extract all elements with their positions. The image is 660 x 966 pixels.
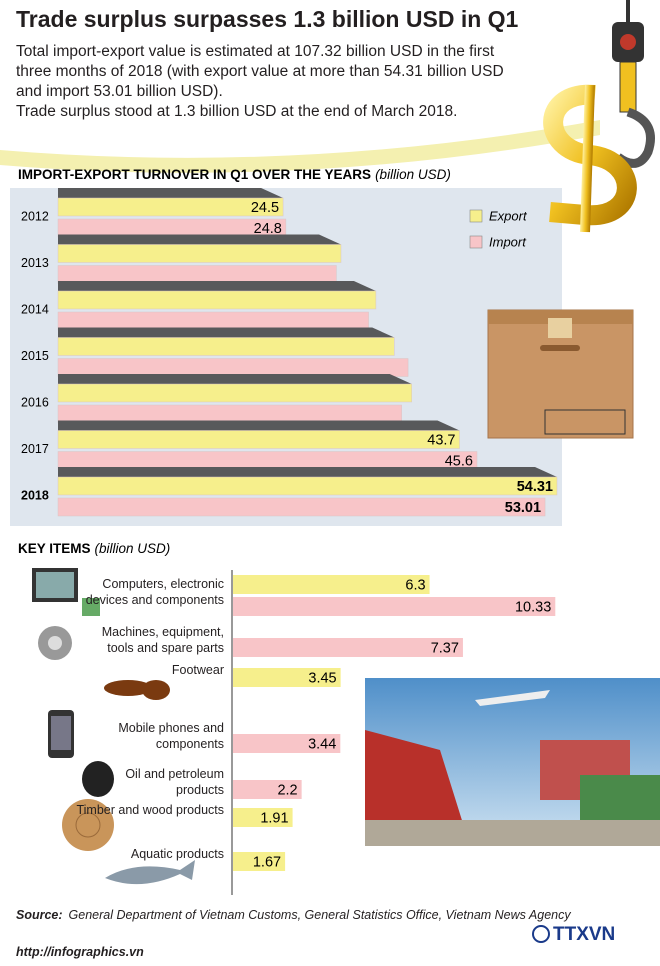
url: http://infographics.vn [16, 945, 144, 959]
value-label: 10.33 [515, 599, 551, 615]
chart-title-text: IMPORT-EXPORT TURNOVER IN Q1 OVER THE YE… [18, 167, 371, 182]
bar [57, 497, 546, 517]
bar [57, 290, 377, 310]
year-label: 2012 [21, 209, 49, 223]
value-label: 6.3 [405, 577, 425, 593]
category-label: Timber and wood products [76, 802, 224, 817]
bar [233, 668, 341, 687]
value-label: 43.7 [427, 432, 455, 448]
legend-label: Import [489, 234, 527, 249]
source: Source: General Department of Vietnam Cus… [16, 908, 571, 922]
year-label: 2018 [21, 488, 49, 502]
legend-swatch [469, 209, 483, 223]
year-label: 2017 [21, 442, 49, 456]
source-label: Source: [16, 908, 63, 922]
value-label: 7.37 [431, 640, 459, 656]
bar-shadow [58, 234, 341, 245]
category-label: Mobile phones and components [118, 720, 224, 751]
bar [233, 638, 463, 657]
photo [365, 678, 660, 846]
legend-label: Export [489, 208, 528, 223]
year-label: 2016 [21, 395, 49, 409]
intro: Total import-export value is estimated a… [16, 42, 516, 122]
value-label: 24.5 [251, 200, 279, 216]
item-icons [32, 568, 195, 885]
value-label: 1.91 [260, 810, 288, 826]
category-label: Aquatic products [130, 846, 224, 861]
value-label: 1.67 [253, 854, 281, 870]
bar-shadow [58, 188, 284, 198]
bar [57, 383, 412, 403]
source-text: General Department of Vietnam Customs, G… [68, 908, 571, 922]
intro-line: Trade surplus stood at 1.3 billion USD a… [16, 103, 458, 120]
bar [57, 197, 284, 217]
chart-title: KEY ITEMS (billion USD) [18, 541, 170, 556]
bar [57, 430, 460, 449]
bar-shadow [58, 327, 395, 338]
chart-title: IMPORT-EXPORT TURNOVER IN Q1 OVER THE YE… [18, 167, 451, 182]
decor-band [0, 120, 600, 173]
category-label: Footwear [171, 662, 224, 677]
value-label: 3.45 [308, 670, 336, 686]
bar [57, 451, 478, 470]
category-label: Computers, electronic devices and compon… [85, 576, 224, 607]
box-icon [487, 309, 634, 439]
bar [57, 358, 409, 377]
logo-mark [532, 925, 550, 943]
bar [57, 265, 337, 284]
year-label: 2015 [21, 349, 49, 363]
logo: TTXVN [553, 924, 615, 945]
value-label: 3.44 [308, 736, 336, 752]
bar [57, 476, 558, 496]
bar-shadow [58, 281, 376, 291]
chart-unit: (billion USD) [95, 541, 171, 556]
category-label: Machines, equipment, tools and spare par… [101, 624, 224, 655]
bar [233, 575, 430, 594]
bar [57, 311, 369, 331]
year-label: 2013 [21, 256, 49, 270]
year-label: 2014 [21, 302, 49, 316]
bar [57, 218, 287, 238]
bar [233, 852, 286, 871]
bar [233, 780, 302, 799]
category-label: Oil and petroleum products [125, 766, 224, 797]
bar [57, 337, 395, 356]
value-label: 24.8 [254, 221, 282, 237]
bar [233, 808, 293, 827]
bar-shadow [58, 374, 412, 384]
value-label: 45.6 [445, 453, 473, 469]
bar-shadow [58, 420, 460, 431]
intro-line: Total import-export value is estimated a… [16, 43, 504, 100]
value-label: 53.01 [505, 500, 541, 516]
title: Trade surplus surpasses 1.3 billion USD … [16, 6, 519, 32]
bar [233, 734, 341, 753]
legend-swatch [469, 235, 483, 249]
chart-unit: (billion USD) [375, 167, 451, 182]
bar [57, 404, 402, 424]
value-label: 2.2 [277, 782, 297, 798]
chart-title-text: KEY ITEMS [18, 541, 91, 556]
bar [57, 244, 342, 263]
bar [233, 597, 556, 616]
bar-shadow [58, 467, 557, 477]
value-label: 54.31 [517, 479, 553, 495]
dollar-icon [543, 0, 655, 233]
